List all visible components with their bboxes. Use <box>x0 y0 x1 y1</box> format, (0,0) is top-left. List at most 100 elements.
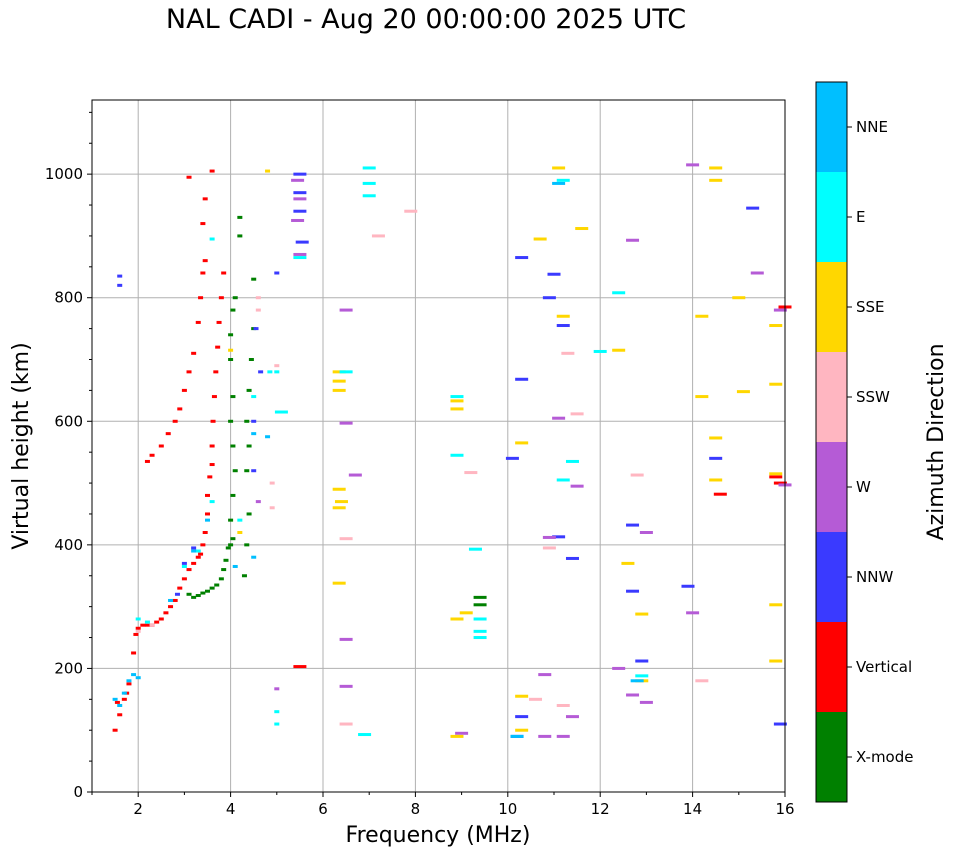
data-point-nnw <box>274 271 280 275</box>
data-point-nne <box>265 435 271 439</box>
data-point-sse <box>732 296 746 300</box>
colorbar-swatch-nne <box>816 82 847 172</box>
data-point-w <box>750 271 764 275</box>
data-point-sse <box>695 395 709 399</box>
x-tick-label: 8 <box>411 800 421 818</box>
data-point-sse <box>332 370 346 374</box>
data-point-w <box>565 715 579 719</box>
chart-title: NAL CADI - Aug 20 00:00:00 2025 UTC <box>165 4 687 35</box>
x-tick-label: 14 <box>683 800 702 818</box>
data-point-x-mode <box>209 586 215 590</box>
data-point-w <box>274 687 280 691</box>
data-point-vertical <box>177 586 183 590</box>
data-point-e <box>251 395 257 399</box>
data-point-sse <box>515 728 529 732</box>
data-point-nnw <box>515 256 529 260</box>
data-point-sse <box>709 178 723 182</box>
data-point-ssw <box>339 537 353 541</box>
data-point-w <box>570 484 584 488</box>
data-point-e <box>362 181 376 185</box>
data-point-sse <box>515 694 529 698</box>
x-tick-label: 2 <box>133 800 143 818</box>
colorbar-swatch-vertical <box>816 622 847 712</box>
data-point-vertical <box>112 728 118 732</box>
data-point-e <box>195 549 201 553</box>
data-point-ssw <box>255 296 261 300</box>
data-point-w <box>339 637 353 641</box>
data-point-x-mode <box>244 469 250 473</box>
data-point-ssw <box>135 629 141 633</box>
data-point-ssw <box>570 412 584 416</box>
data-point-nnw <box>191 546 197 550</box>
data-point-nne <box>135 676 141 680</box>
data-point-vertical <box>202 531 208 534</box>
data-point-sse <box>612 348 626 352</box>
colorbar-tick-label: E <box>856 208 865 226</box>
data-point-nnw <box>258 370 264 374</box>
data-point-vertical <box>200 271 206 275</box>
data-point-vertical <box>191 561 197 565</box>
data-point-e <box>274 370 280 374</box>
data-point-ssw <box>274 364 280 368</box>
colorbar-swatch-x-mode <box>816 712 847 802</box>
data-point-e <box>362 166 376 170</box>
data-point-vertical <box>168 605 174 609</box>
colorbar-tick-label: SSE <box>856 298 885 316</box>
data-point-w <box>639 531 653 534</box>
data-point-nnw <box>174 592 180 596</box>
data-point-nnw <box>181 561 187 565</box>
data-point-w <box>542 535 556 539</box>
colorbar-tick-label: Vertical <box>856 658 912 676</box>
data-point-x-mode <box>237 234 243 238</box>
data-point-x-mode <box>251 277 257 281</box>
data-point-w <box>255 500 261 504</box>
data-point-vertical <box>172 598 178 602</box>
colorbar-label: Azimuth Direction <box>924 343 949 540</box>
data-point-sse <box>709 436 723 440</box>
data-point-vertical <box>205 512 210 516</box>
data-point-vertical <box>177 407 183 411</box>
data-point-ssw <box>695 679 709 683</box>
data-point-x-mode <box>228 518 234 522</box>
data-point-e <box>274 710 280 714</box>
data-point-x-mode <box>241 574 247 578</box>
data-point-nne <box>112 697 118 701</box>
data-point-sse <box>332 581 346 585</box>
data-point-x-mode <box>218 577 224 581</box>
data-point-nnw <box>293 209 307 213</box>
plot-frame <box>91 99 786 793</box>
data-point-w <box>291 178 305 182</box>
data-point-nnw <box>253 327 259 331</box>
y-tick-label: 400 <box>54 536 83 554</box>
data-point-e <box>293 256 307 260</box>
data-point-x-mode <box>228 358 234 361</box>
data-point-w <box>339 421 353 425</box>
data-point-x-mode <box>228 543 234 547</box>
data-point-vertical <box>158 617 164 621</box>
data-point-nne <box>251 432 257 436</box>
data-point-x-mode <box>246 388 252 392</box>
data-point-x-mode <box>205 589 210 593</box>
data-point-sse <box>621 561 635 565</box>
data-point-nnw <box>773 722 787 726</box>
data-point-nnw <box>552 535 566 539</box>
data-point-e <box>450 395 464 399</box>
data-point-x-mode <box>232 469 238 473</box>
data-point-x-mode <box>237 215 243 219</box>
data-point-nne <box>191 549 197 553</box>
data-point-w <box>348 473 362 477</box>
data-point-e <box>565 459 579 463</box>
data-point-e <box>362 194 376 198</box>
data-point-sse <box>709 478 723 482</box>
data-point-sse <box>332 379 346 383</box>
data-point-nne <box>510 734 524 738</box>
data-point-vertical <box>165 432 171 436</box>
data-point-nnw <box>565 556 579 560</box>
y-tick-label: 800 <box>54 289 83 307</box>
data-point-vertical <box>200 222 206 226</box>
data-point-vertical <box>186 175 192 179</box>
data-point-w <box>552 416 566 420</box>
data-point-nne <box>630 679 644 683</box>
colorbar-tick-label: X-mode <box>856 748 913 766</box>
